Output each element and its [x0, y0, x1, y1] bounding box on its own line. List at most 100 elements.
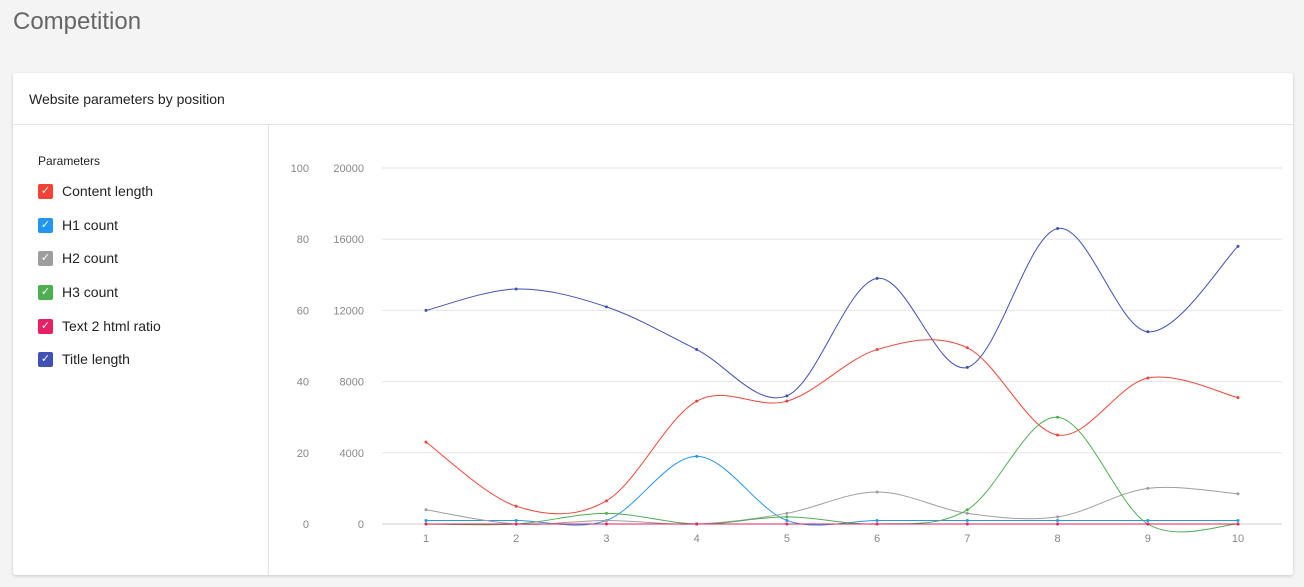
- data-point-h1-count: [785, 518, 789, 522]
- data-point-title-length: [604, 305, 608, 309]
- data-point-h2-count: [1056, 515, 1060, 519]
- x-tick-label: 10: [1232, 533, 1244, 545]
- data-point-h2-count: [604, 518, 608, 522]
- data-point-h2-count: [785, 511, 789, 515]
- y-right-tick-label: 16000: [333, 234, 364, 246]
- y-left-tick-label: 80: [297, 234, 309, 246]
- y-right-tick-label: 0: [358, 519, 364, 531]
- data-point-text-2-html-ratio: [965, 522, 969, 526]
- data-point-content-length: [875, 348, 879, 352]
- x-tick-label: 8: [1054, 533, 1060, 545]
- checkbox-h2-count[interactable]: ✓: [38, 250, 53, 266]
- y-right-tick-label: 4000: [340, 448, 364, 460]
- data-point-title-length: [695, 348, 699, 352]
- data-point-h1-count: [1056, 518, 1060, 522]
- y-right-tick-label: 20000: [333, 163, 364, 175]
- data-point-h1-count: [875, 518, 879, 522]
- data-point-h2-count: [1236, 492, 1240, 496]
- page-title: Competition: [13, 8, 142, 35]
- parameter-text-2-html-ratio[interactable]: ✓ Text 2 html ratio: [38, 317, 161, 335]
- checkbox-content-length[interactable]: ✓: [38, 183, 53, 199]
- data-point-content-length: [514, 504, 518, 508]
- data-point-h1-count: [514, 518, 518, 522]
- parameter-label: H2 count: [62, 250, 119, 266]
- parameter-h3-count[interactable]: ✓ H3 count: [38, 283, 118, 301]
- parameter-label: H1 count: [62, 217, 119, 233]
- series-line-content-length: [425, 339, 1239, 515]
- x-tick-label: 4: [694, 533, 700, 545]
- parameter-label: H3 count: [62, 284, 119, 300]
- x-tick-label: 9: [1145, 533, 1151, 545]
- data-point-text-2-html-ratio: [695, 522, 699, 526]
- y-left-tick-label: 20: [297, 448, 309, 460]
- data-point-text-2-html-ratio: [514, 522, 518, 526]
- data-point-content-length: [1056, 433, 1060, 437]
- data-point-content-length: [785, 399, 789, 403]
- y-left-tick-label: 60: [297, 305, 309, 317]
- line-chart: 0 20 40 60 80 100 0 4000 8000 12000 16000 20000 1 2 3 4…: [291, 163, 1282, 545]
- card-title: Website parameters by position: [29, 90, 225, 107]
- parameter-h2-count[interactable]: ✓ H2 count: [38, 249, 118, 267]
- data-point-h1-count: [1146, 518, 1150, 522]
- x-tick-label: 3: [603, 533, 609, 545]
- data-point-title-length: [1236, 244, 1240, 248]
- data-point-content-length: [695, 399, 699, 403]
- data-point-title-length: [785, 394, 789, 398]
- x-tick-label: 6: [874, 533, 880, 545]
- data-point-h1-count: [695, 454, 699, 458]
- data-point-title-length: [875, 276, 879, 280]
- data-point-h3-count: [965, 508, 969, 512]
- series-line-title-length: [425, 228, 1239, 399]
- parameters-title: Parameters: [38, 154, 101, 168]
- data-point-h1-count: [965, 518, 969, 522]
- y-left-tick-label: 100: [291, 163, 309, 175]
- data-point-content-length: [1146, 376, 1150, 380]
- data-point-h2-count: [1146, 486, 1150, 490]
- parameter-label: Title length: [62, 351, 130, 367]
- y-right-tick-label: 12000: [333, 305, 364, 317]
- data-point-text-2-html-ratio: [875, 522, 879, 526]
- data-point-text-2-html-ratio: [424, 522, 428, 526]
- data-point-content-length: [604, 499, 608, 503]
- x-tick-label: 1: [423, 533, 429, 545]
- data-point-content-length: [965, 346, 969, 350]
- parameter-h1-count[interactable]: ✓ H1 count: [38, 216, 118, 234]
- data-point-text-2-html-ratio: [785, 522, 789, 526]
- parameters-sidebar: Parameters ✓ Content length ✓ H1 count ✓ H2 c…: [13, 125, 269, 575]
- parameter-label: Text 2 html ratio: [62, 318, 161, 334]
- series-line-h2-count: [425, 486, 1239, 525]
- data-point-h3-count: [604, 511, 608, 515]
- series-line-h3-count: [425, 416, 1239, 533]
- data-point-title-length: [1146, 330, 1150, 334]
- data-point-h3-count: [1056, 415, 1060, 419]
- data-point-h1-count: [424, 518, 428, 522]
- chart-area: 0 20 40 60 80 100 0 4000 8000 12000 16000 20000 1 2 3 4…: [269, 125, 1293, 575]
- checkbox-h1-count[interactable]: ✓: [38, 217, 53, 233]
- checkbox-h3-count[interactable]: ✓: [38, 284, 53, 300]
- x-tick-label: 5: [784, 533, 790, 545]
- parameter-title-length[interactable]: ✓ Title length: [38, 350, 130, 368]
- card-header: Website parameters by position: [13, 73, 1293, 125]
- checkbox-title-length[interactable]: ✓: [38, 351, 53, 367]
- data-point-h1-count: [1236, 518, 1240, 522]
- y-right-tick-label: 8000: [340, 377, 364, 389]
- x-tick-label: 2: [513, 533, 519, 545]
- data-point-title-length: [1056, 227, 1060, 231]
- y-left-tick-label: 40: [297, 377, 309, 389]
- data-point-title-length: [424, 308, 428, 312]
- parameter-label: Content length: [62, 183, 154, 199]
- data-point-content-length: [1236, 396, 1240, 400]
- y-left-tick-label: 0: [303, 519, 309, 531]
- checkbox-text-2-html-ratio[interactable]: ✓: [38, 318, 53, 334]
- data-point-h3-count: [785, 515, 789, 519]
- data-point-text-2-html-ratio: [1146, 522, 1150, 526]
- data-point-title-length: [514, 287, 518, 291]
- data-point-content-length: [424, 440, 428, 444]
- data-point-text-2-html-ratio: [604, 522, 608, 526]
- data-point-h2-count: [424, 508, 428, 512]
- data-point-text-2-html-ratio: [1236, 522, 1240, 526]
- x-tick-label: 7: [964, 533, 970, 545]
- data-point-text-2-html-ratio: [1056, 522, 1060, 526]
- series-line-h1-count: [426, 455, 1238, 526]
- parameter-content-length[interactable]: ✓ Content length: [38, 182, 153, 200]
